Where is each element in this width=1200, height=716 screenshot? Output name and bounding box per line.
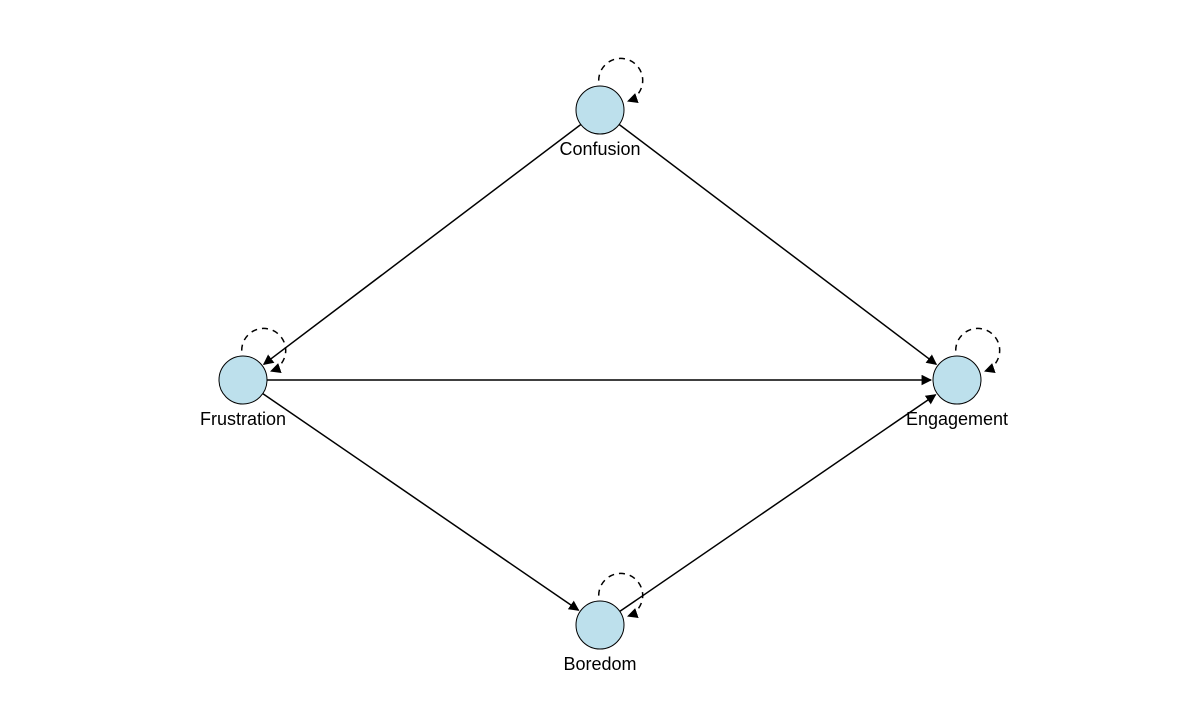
edge-confusion-to-engagement <box>619 124 936 364</box>
edge-boredom-to-engagement <box>620 395 936 612</box>
edge-frustration-to-boredom <box>263 394 579 611</box>
nodes-layer <box>219 86 981 649</box>
node-engagement <box>933 356 981 404</box>
node-frustration <box>219 356 267 404</box>
labels-layer: Confusion Frustration Engagement Boredom <box>200 139 1008 674</box>
edge-confusion-to-frustration <box>264 124 581 364</box>
node-boredom <box>576 601 624 649</box>
edges-layer <box>263 124 936 611</box>
node-confusion <box>576 86 624 134</box>
node-label-confusion: Confusion <box>559 139 640 159</box>
state-diagram: Confusion Frustration Engagement Boredom <box>0 0 1200 716</box>
node-label-boredom: Boredom <box>563 654 636 674</box>
node-label-frustration: Frustration <box>200 409 286 429</box>
node-label-engagement: Engagement <box>906 409 1008 429</box>
